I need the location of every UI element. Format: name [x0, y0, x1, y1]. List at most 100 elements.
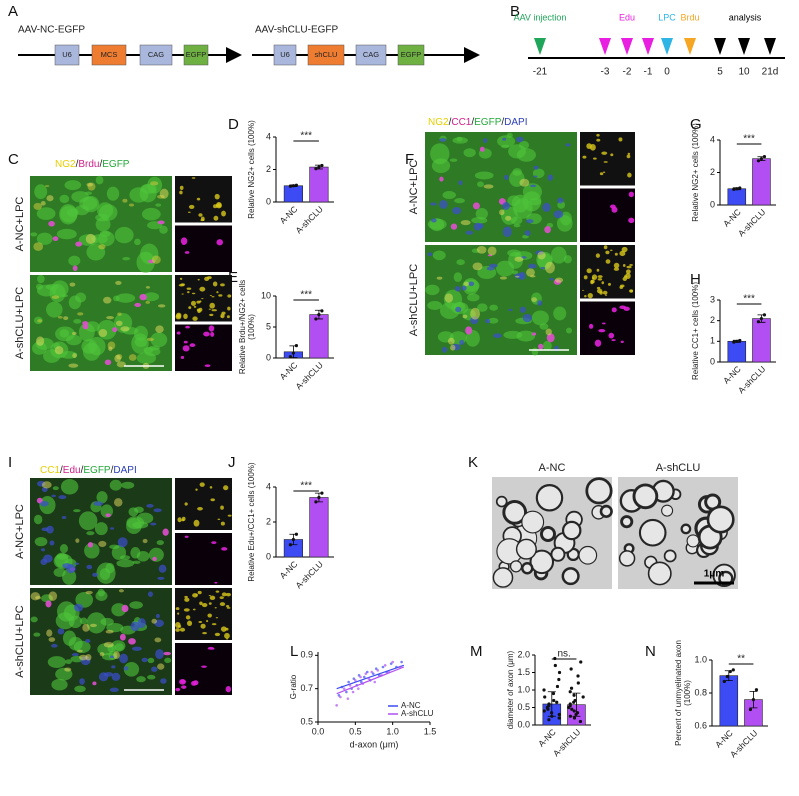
micrograph-feature: [82, 321, 89, 325]
scatter-point: [346, 697, 350, 700]
micrograph-feature: [214, 581, 218, 584]
micrograph-feature: [591, 274, 598, 280]
scatter-point: [335, 704, 338, 707]
micrograph-feature: [430, 143, 450, 165]
micrograph-feature: [467, 293, 480, 302]
x-tick-label: A-NC: [536, 727, 558, 749]
micrograph-feature: [35, 595, 41, 600]
micrograph-feature: [452, 206, 462, 215]
stain-name: EGFP: [474, 117, 502, 128]
scatter-point: [339, 695, 342, 699]
micrograph-feature: [537, 251, 546, 260]
fit-line: [336, 666, 405, 695]
micrograph-feature: [544, 225, 551, 234]
micrograph-feature: [449, 158, 458, 162]
micrograph-feature: [545, 328, 552, 336]
timeline-tick: -3: [601, 67, 610, 78]
micrograph-feature: [157, 576, 165, 580]
micrograph-feature: [622, 276, 628, 282]
data-point: [294, 532, 298, 536]
y-axis-label: Relative NG2+ cells (100%): [691, 123, 700, 222]
em-title: A-shCLU: [656, 462, 701, 474]
micrograph-feature: [40, 548, 46, 552]
micrograph-feature: [114, 226, 134, 244]
em-axon: [632, 483, 659, 510]
micrograph-feature: [505, 215, 512, 221]
fit-line: [336, 664, 405, 690]
data-point: [576, 681, 580, 685]
panel-label: D: [228, 116, 239, 133]
micrograph-feature: [531, 332, 537, 336]
micrograph-feature: [45, 283, 59, 290]
micrograph-feature: [141, 207, 161, 221]
micrograph-feature: [218, 294, 223, 297]
data-point: [572, 693, 576, 697]
timeline-tick: 21d: [762, 67, 779, 78]
timeline-tick: -21: [533, 67, 548, 78]
micrograph-feature: [216, 239, 224, 246]
micrograph-feature: [179, 277, 183, 280]
timeline-marker: [684, 38, 696, 55]
micrograph-feature: [220, 626, 227, 632]
micrograph-feature: [456, 136, 463, 142]
data-point: [578, 719, 583, 724]
micrograph: [175, 478, 232, 530]
y-tick-label: 0: [266, 196, 271, 206]
y-axis-label: diameter of axon (μm): [506, 650, 515, 729]
micrograph-feature: [486, 266, 495, 271]
data-point: [756, 320, 761, 324]
micrograph-feature: [186, 620, 193, 627]
micrograph-feature: [177, 612, 180, 615]
micrograph-feature: [46, 301, 63, 318]
micrograph-feature: [456, 259, 465, 266]
micrograph-feature: [30, 616, 38, 623]
scatter-point: [381, 665, 385, 669]
micrograph-feature: [131, 646, 142, 651]
bar: [719, 675, 739, 727]
micrograph-feature: [182, 345, 190, 352]
x-tick-label: A-NC: [713, 728, 735, 750]
y-axis-label: G-ratio: [289, 674, 298, 699]
micrograph-feature: [603, 245, 608, 250]
x-axis-label: d-axon (μm): [350, 739, 399, 749]
construct-element-label: EGFP: [401, 50, 421, 59]
micrograph-feature: [204, 276, 210, 282]
micrograph-feature: [84, 542, 100, 559]
micrograph-feature: [121, 604, 129, 613]
scatter-point: [337, 694, 341, 697]
micrograph-feature: [30, 232, 38, 237]
data-point: [320, 491, 324, 495]
micrograph-feature: [95, 217, 111, 232]
micrograph-feature: [618, 137, 623, 142]
micrograph-feature: [164, 657, 172, 664]
micrograph-feature: [211, 623, 217, 626]
data-point: [550, 714, 554, 718]
micrograph-feature: [146, 503, 154, 508]
micrograph-feature: [531, 347, 539, 356]
micrograph-feature: [103, 296, 112, 304]
micrograph-feature: [203, 331, 210, 337]
micrograph-feature: [180, 237, 188, 245]
data-point: [722, 679, 726, 684]
micrograph-feature: [98, 540, 107, 548]
timeline-tick: -2: [623, 67, 632, 78]
micrograph-feature: [442, 191, 456, 200]
micrograph-feature: [160, 678, 167, 684]
micrograph-feature: [226, 607, 231, 609]
micrograph-feature: [191, 680, 197, 686]
micrograph-feature: [150, 181, 159, 186]
micrograph-feature: [604, 294, 608, 296]
stain-separator: /: [60, 465, 63, 476]
data-point: [288, 184, 292, 188]
y-tick-label: 10: [261, 290, 271, 300]
micrograph-feature: [151, 255, 161, 264]
em-title: A-NC: [539, 462, 566, 474]
micrograph-feature: [62, 563, 72, 569]
scatter-point: [360, 680, 363, 684]
micrograph-feature: [198, 213, 203, 217]
micrograph-feature: [106, 186, 120, 201]
micrograph-feature: [553, 210, 564, 219]
micrograph-feature: [602, 322, 606, 325]
stain-label: NG2/CC1/EGFP/DAPI: [428, 117, 528, 128]
